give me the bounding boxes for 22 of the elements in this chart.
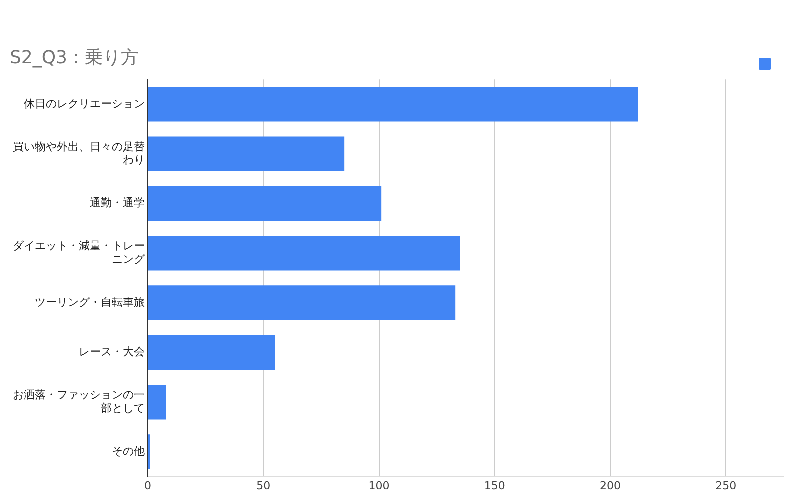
bar	[148, 87, 638, 122]
y-tick-label: その他	[112, 444, 145, 458]
y-tick-label: ツーリング・自転車旅	[35, 296, 145, 309]
x-tick-label: 100	[368, 479, 390, 492]
bar	[148, 186, 382, 222]
y-tick-label: お洒落・ファッションの一部として	[13, 388, 145, 415]
bar	[148, 384, 166, 420]
chart-title: S2_Q3 : 乗り方	[10, 47, 140, 68]
x-tick-label: 0	[144, 479, 152, 492]
bar	[148, 136, 345, 172]
x-tick-label: 250	[716, 479, 737, 492]
y-tick-label: ダイエット・減量・トレーニング	[13, 240, 146, 266]
x-tick-label: 50	[256, 479, 271, 492]
y-tick-label: 通勤・通学	[90, 196, 145, 210]
y-tick-label: 休日のレクリエーション	[24, 97, 145, 110]
x-tick-label: 150	[484, 479, 506, 492]
y-tick-label: 買い物や外出、日々の足替わり	[13, 140, 145, 167]
x-tick-label: 200	[600, 479, 622, 492]
bar	[148, 286, 456, 320]
bar	[148, 236, 460, 271]
bar	[148, 335, 276, 370]
y-tick-label: レース・大会	[79, 346, 145, 359]
